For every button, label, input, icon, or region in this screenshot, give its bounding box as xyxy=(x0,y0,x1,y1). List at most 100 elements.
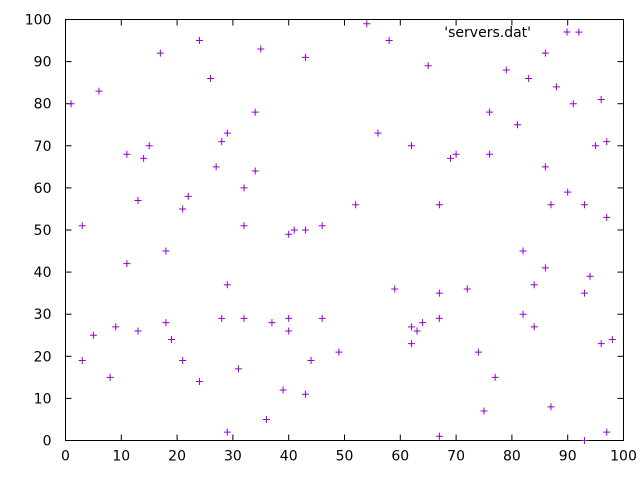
x-tick-label: 100 xyxy=(610,449,637,465)
data-point xyxy=(123,150,131,158)
x-tick-label: 90 xyxy=(559,449,577,465)
data-point xyxy=(123,260,131,268)
data-point xyxy=(67,100,75,108)
data-point xyxy=(168,335,176,343)
legend-marker xyxy=(563,28,571,36)
data-point xyxy=(374,129,382,137)
data-point xyxy=(162,247,170,255)
data-point xyxy=(407,340,415,348)
data-point xyxy=(106,373,114,381)
data-point xyxy=(541,163,549,171)
data-point xyxy=(502,66,510,74)
data-point xyxy=(223,129,231,137)
data-point xyxy=(285,230,293,238)
data-point xyxy=(435,289,443,297)
x-tick-label: 10 xyxy=(112,449,130,465)
data-point xyxy=(352,201,360,209)
data-point xyxy=(179,205,187,213)
y-tick-label: 80 xyxy=(34,97,52,113)
data-point xyxy=(547,403,555,411)
data-point xyxy=(592,142,600,150)
x-tick-label: 60 xyxy=(391,449,409,465)
y-tick-label: 70 xyxy=(34,139,52,155)
data-point xyxy=(419,319,427,327)
data-point xyxy=(435,314,443,322)
data-point xyxy=(240,184,248,192)
data-point xyxy=(580,289,588,297)
data-point xyxy=(603,213,611,221)
data-point xyxy=(134,197,142,205)
data-point xyxy=(318,222,326,230)
data-point xyxy=(603,428,611,436)
data-point xyxy=(78,222,86,230)
y-tick-label: 60 xyxy=(34,181,52,197)
data-point xyxy=(179,357,187,365)
y-tick-label: 30 xyxy=(34,307,52,323)
x-tick-label: 40 xyxy=(280,449,298,465)
data-point xyxy=(89,331,97,339)
data-point xyxy=(525,74,533,82)
data-point xyxy=(586,272,594,280)
y-tick-label: 40 xyxy=(34,265,52,281)
data-point xyxy=(569,100,577,108)
data-point xyxy=(318,314,326,322)
data-point xyxy=(474,348,482,356)
data-point xyxy=(301,390,309,398)
data-point xyxy=(435,201,443,209)
plot-frame xyxy=(65,19,624,441)
data-point xyxy=(234,365,242,373)
data-point xyxy=(307,357,315,365)
data-point xyxy=(608,335,616,343)
data-point xyxy=(240,314,248,322)
data-point xyxy=(452,150,460,158)
data-point xyxy=(301,53,309,61)
data-point xyxy=(463,285,471,293)
data-point xyxy=(530,281,538,289)
data-point xyxy=(218,314,226,322)
data-point xyxy=(162,319,170,327)
data-point xyxy=(597,340,605,348)
y-tick-label: 50 xyxy=(34,223,52,239)
data-point xyxy=(279,386,287,394)
data-point xyxy=(251,167,259,175)
data-point xyxy=(363,20,371,28)
y-tick-label: 90 xyxy=(34,55,52,71)
data-point xyxy=(78,357,86,365)
data-point xyxy=(212,163,220,171)
data-point xyxy=(195,37,203,45)
x-tick-label: 0 xyxy=(61,449,70,465)
data-point xyxy=(480,407,488,415)
data-points xyxy=(67,20,616,444)
data-point xyxy=(223,428,231,436)
data-point xyxy=(413,327,421,335)
y-tick-labels: 0 10 20 30 40 50 60 70 80 90 100 xyxy=(25,13,52,450)
data-point xyxy=(580,201,588,209)
data-point xyxy=(575,28,583,36)
data-point xyxy=(553,83,561,91)
data-point xyxy=(385,37,393,45)
data-point xyxy=(597,95,605,103)
data-point xyxy=(268,319,276,327)
data-point xyxy=(95,87,103,95)
data-point xyxy=(407,142,415,150)
data-point xyxy=(262,415,270,423)
data-point xyxy=(407,323,415,331)
data-point xyxy=(156,49,164,57)
axis-ticks xyxy=(65,19,624,441)
y-tick-label: 20 xyxy=(34,349,52,365)
data-point xyxy=(435,432,443,440)
data-point xyxy=(290,226,298,234)
data-point xyxy=(519,310,527,318)
y-tick-label: 10 xyxy=(34,391,52,407)
data-point xyxy=(541,264,549,272)
data-point xyxy=(207,74,215,82)
data-point xyxy=(530,323,538,331)
data-point xyxy=(391,285,399,293)
data-point xyxy=(486,150,494,158)
data-point xyxy=(564,188,572,196)
x-tick-labels: 0 10 20 30 40 50 60 70 80 90 100 xyxy=(61,449,637,465)
x-tick-label: 30 xyxy=(224,449,242,465)
legend-label: 'servers.dat' xyxy=(444,25,531,41)
data-point xyxy=(424,62,432,70)
